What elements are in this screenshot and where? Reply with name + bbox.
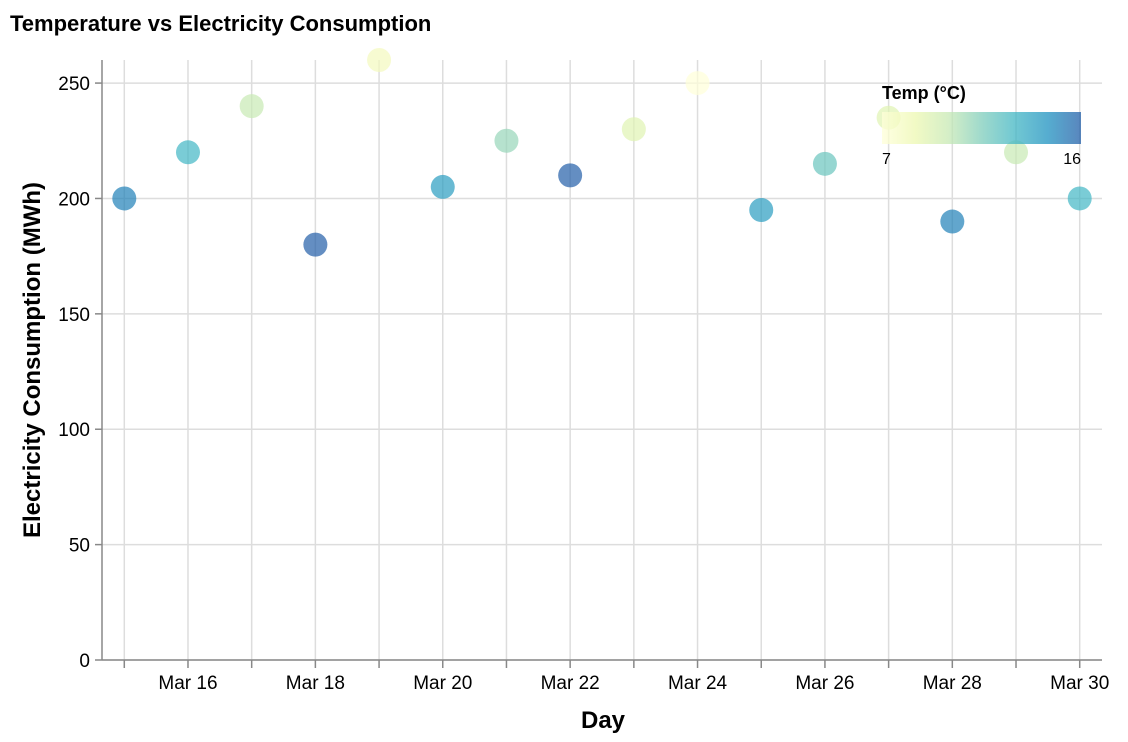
x-tick-label: Mar 16	[158, 673, 217, 694]
grid-lines	[102, 60, 1102, 661]
scatter-point	[1004, 140, 1029, 165]
scatter-point	[558, 163, 583, 188]
scatter-point	[239, 94, 264, 119]
scatter-point	[367, 48, 392, 72]
scatter-point	[940, 209, 965, 234]
y-tick-label: 150	[58, 305, 90, 326]
scatter-point	[430, 174, 455, 199]
axes: Mar 16 Mar 18 Mar 20 Mar 22 Mar 24 Mar 26 Mar …	[58, 60, 1109, 694]
x-tick-label: Mar 24	[668, 673, 728, 694]
legend-gradient-bar	[882, 112, 1081, 144]
scatter-point	[1067, 186, 1092, 211]
x-tick-label: Mar 28	[923, 673, 982, 694]
legend-max-label: 16	[1063, 151, 1081, 168]
color-legend: Temp (°C) 7 16	[882, 83, 1081, 168]
x-tick-label: Mar 18	[286, 673, 345, 694]
x-axis-title: Day	[581, 707, 626, 734]
y-tick-label: 50	[69, 536, 90, 557]
scatter-point	[685, 71, 710, 96]
x-tick-label: Mar 26	[795, 673, 854, 694]
y-tick-label: 200	[58, 189, 90, 210]
scatter-point	[812, 151, 837, 176]
scatter-point	[494, 128, 519, 153]
scatter-point	[303, 232, 328, 257]
scatter-point	[112, 186, 137, 211]
scatter-point	[749, 198, 774, 222]
x-tick-label: Mar 22	[541, 673, 600, 694]
y-tick-label: 250	[58, 74, 90, 95]
y-tick-label: 0	[79, 651, 90, 672]
legend-title: Temp (°C)	[882, 83, 966, 103]
data-points	[112, 48, 1092, 257]
chart-title: Temperature vs Electricity Consumption	[10, 11, 431, 36]
x-tick-label: Mar 20	[413, 673, 472, 694]
legend-min-label: 7	[882, 151, 891, 168]
scatter-point	[175, 140, 200, 165]
scatter-point	[621, 117, 646, 142]
x-tick-label: Mar 30	[1050, 673, 1109, 694]
y-axis-title: Electricity Consumption (MWh)	[19, 182, 46, 538]
y-tick-label: 100	[58, 420, 90, 441]
